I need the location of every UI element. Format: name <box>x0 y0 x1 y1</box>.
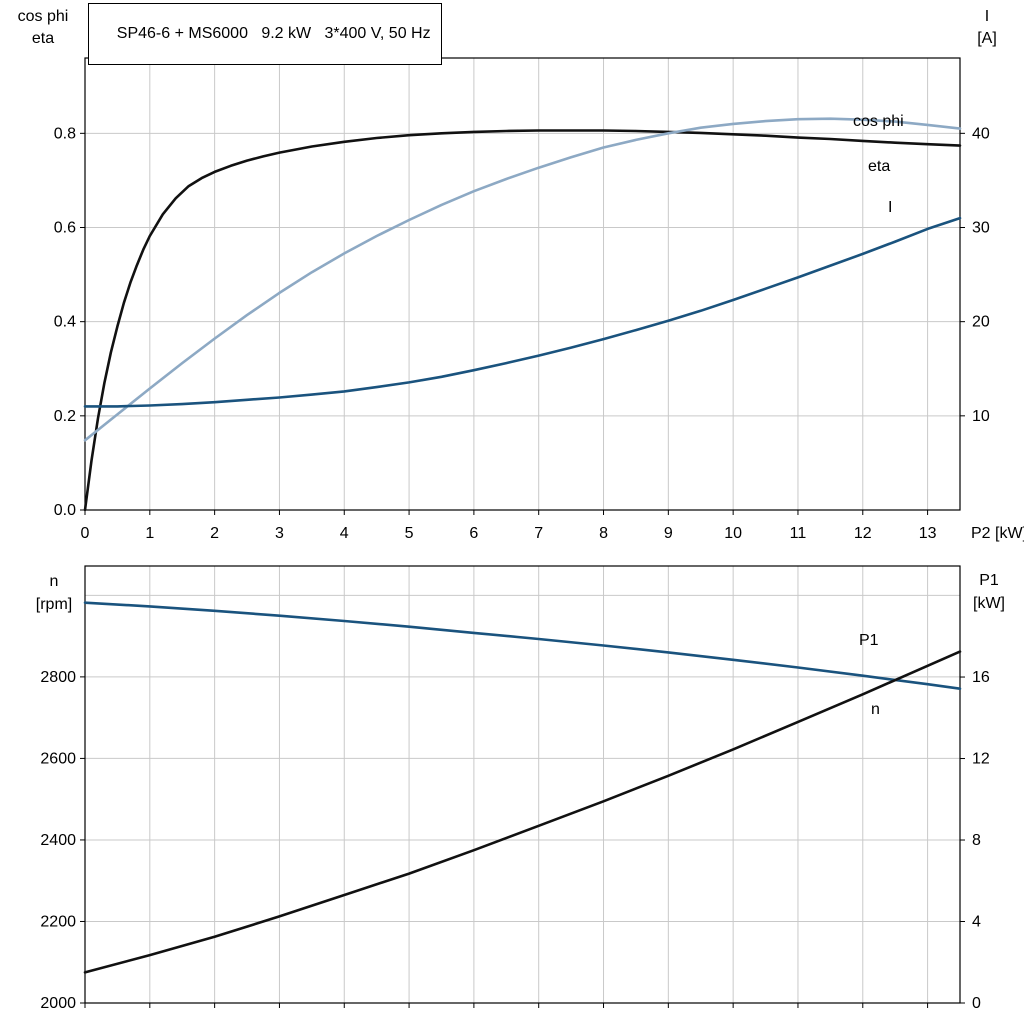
x-tick-label: 5 <box>405 525 414 542</box>
right-tick-label: 4 <box>972 914 981 931</box>
left-tick-label: 0.2 <box>54 408 76 425</box>
right-tick-label: 16 <box>972 669 990 686</box>
x-tick-label: 4 <box>340 525 349 542</box>
x-tick-label: 2 <box>210 525 219 542</box>
x-tick-label: 8 <box>599 525 608 542</box>
curve-n <box>83 601 962 690</box>
x-tick-label: 9 <box>664 525 673 542</box>
left-axis-title: n <box>50 573 59 590</box>
x-tick-label: 0 <box>81 525 90 542</box>
left-tick-label: 2000 <box>40 995 76 1012</box>
right-axis-title: I <box>985 8 989 25</box>
chart-title-box: SP46-6 + MS6000 9.2 kW 3*400 V, 50 Hz <box>88 3 442 65</box>
curve-label-P1: P1 <box>859 632 879 649</box>
chart-title: SP46-6 + MS6000 9.2 kW 3*400 V, 50 Hz <box>116 25 431 42</box>
curve-label-eta: eta <box>868 158 890 175</box>
left-tick-label: 2600 <box>40 750 76 767</box>
x-tick-label: 10 <box>724 525 742 542</box>
left-tick-label: 0.4 <box>54 314 76 331</box>
curve-eta <box>83 129 962 512</box>
curve-label-I: I <box>888 199 892 216</box>
x-tick-label: 13 <box>919 525 937 542</box>
x-axis-title: P2 [kW] <box>971 525 1024 542</box>
left-axis-title: cos phi <box>18 8 69 25</box>
x-tick-label: 6 <box>469 525 478 542</box>
x-tick-label: 12 <box>854 525 872 542</box>
right-tick-label: 40 <box>972 125 990 142</box>
right-axis-title: [A] <box>977 30 997 47</box>
right-tick-label: 8 <box>972 832 981 849</box>
x-tick-label: 3 <box>275 525 284 542</box>
right-tick-label: 20 <box>972 314 990 331</box>
right-tick-label: 0 <box>972 995 981 1012</box>
curve-label-n: n <box>871 701 880 718</box>
right-axis-title: [kW] <box>973 595 1005 612</box>
left-tick-label: 0.6 <box>54 220 76 237</box>
left-axis-title: eta <box>32 30 54 47</box>
right-tick-label: 10 <box>972 408 990 425</box>
x-tick-label: 11 <box>790 525 807 542</box>
x-tick-label: 1 <box>145 525 154 542</box>
left-tick-label: 0.8 <box>54 125 76 142</box>
left-tick-label: 2400 <box>40 832 76 849</box>
right-axis-title: P1 <box>979 572 999 589</box>
curve-P1 <box>83 650 962 974</box>
right-tick-label: 30 <box>972 220 990 237</box>
left-tick-label: 2800 <box>40 669 76 686</box>
curve-cos-phi <box>83 117 962 442</box>
curve-I <box>83 216 962 408</box>
left-axis-title: [rpm] <box>36 596 72 613</box>
x-tick-label: 7 <box>534 525 543 542</box>
plot-frame <box>84 57 961 511</box>
plot-frame <box>84 565 961 1004</box>
right-tick-label: 12 <box>972 751 990 768</box>
curve-label-cos-phi: cos phi <box>853 113 904 130</box>
left-tick-label: 2200 <box>40 913 76 930</box>
left-tick-label: 0.0 <box>54 502 76 519</box>
